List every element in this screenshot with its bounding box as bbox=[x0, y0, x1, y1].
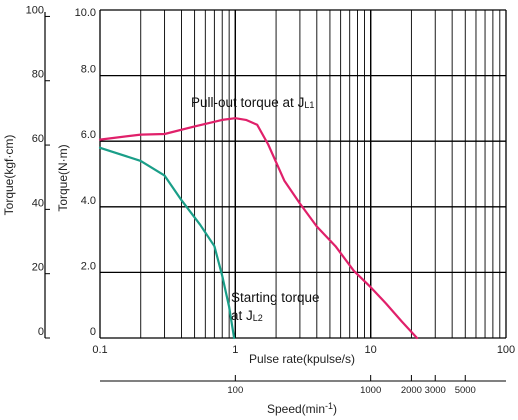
y-tick-label: 8.0 bbox=[81, 64, 96, 76]
y-axis-label: Torque(N·m) bbox=[56, 144, 70, 211]
x-ticks: 0.1 1 10 100 bbox=[92, 344, 515, 356]
speed-axis-label: Speed(min-1) bbox=[267, 401, 337, 416]
y-tick-label: 4.0 bbox=[81, 195, 96, 207]
speed-axis-label-sup: -1 bbox=[325, 401, 333, 411]
y-tick-label: 0 bbox=[90, 326, 96, 338]
x-tick-label: 0.1 bbox=[92, 344, 107, 356]
starting-annotation-sub: L2 bbox=[253, 313, 263, 323]
y2-tick-label: 80 bbox=[32, 69, 44, 81]
pullout-annotation-sub: L1 bbox=[304, 100, 314, 110]
speed-tick-label: 2000 bbox=[401, 385, 422, 396]
x-tick-label: 10 bbox=[365, 344, 377, 356]
y2-ticks: 0 20 40 60 80 100 bbox=[26, 4, 50, 339]
y-tick-label: 10.0 bbox=[75, 7, 96, 19]
grid bbox=[99, 9, 507, 339]
y2-tick-label: 60 bbox=[32, 133, 44, 145]
starting-annotation-line1: Starting torque bbox=[231, 290, 320, 305]
pullout-annotation: Pull-out torque at JL1 bbox=[191, 95, 314, 110]
speed-tick-label: 3000 bbox=[425, 385, 446, 396]
speed-axis-label-close: ) bbox=[333, 402, 337, 416]
series-line-0 bbox=[98, 117, 419, 340]
speed-axis-label-text: Speed(min bbox=[267, 402, 325, 416]
speed-tick-label: 5000 bbox=[455, 385, 476, 396]
x-axis-label: Pulse rate(kpulse/s) bbox=[249, 352, 355, 366]
y2-axis-label: Torque(kgf·cm) bbox=[2, 135, 16, 216]
x-tick-label: 1 bbox=[232, 344, 238, 356]
pullout-annotation-text: Pull-out torque at J bbox=[191, 95, 304, 110]
y-tick-label: 6.0 bbox=[81, 129, 96, 141]
y2-tick-label: 20 bbox=[32, 262, 44, 274]
speed-tick-label: 1000 bbox=[360, 385, 381, 396]
speed-ticks: 100 1000 2000 3000 5000 bbox=[227, 375, 476, 396]
y-ticks: 0 2.0 4.0 6.0 8.0 10.0 bbox=[75, 7, 96, 338]
x-tick-label: 100 bbox=[497, 344, 515, 356]
y2-tick-label: 100 bbox=[26, 4, 44, 16]
y2-tick-label: 40 bbox=[32, 197, 44, 209]
starting-annotation-text: at J bbox=[231, 308, 253, 323]
y-tick-label: 2.0 bbox=[81, 260, 96, 272]
series-line-1 bbox=[98, 146, 236, 340]
series-layer bbox=[98, 117, 419, 340]
y2-tick-label: 0 bbox=[38, 326, 44, 338]
starting-annotation-line2: at JL2 bbox=[231, 308, 263, 323]
speed-tick-label: 100 bbox=[227, 385, 243, 396]
